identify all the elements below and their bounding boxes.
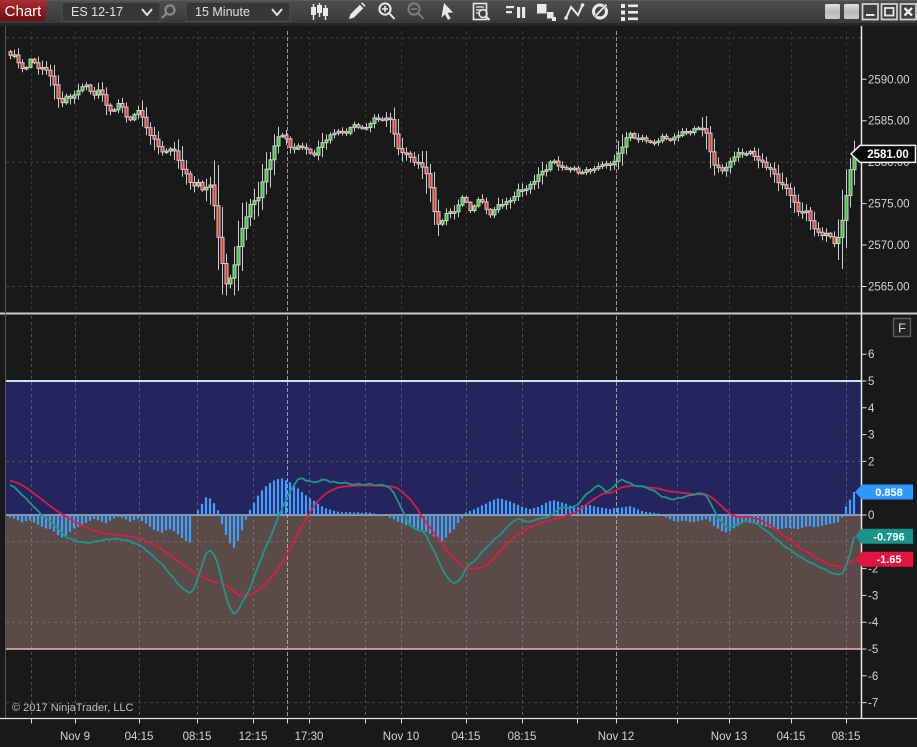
svg-text:-3: -3: [868, 590, 878, 602]
svg-text:17:30: 17:30: [295, 731, 324, 743]
svg-text:-0.796: -0.796: [873, 531, 904, 543]
svg-text:4: 4: [868, 403, 875, 415]
svg-text:08:15: 08:15: [183, 731, 212, 743]
svg-text:2590.00: 2590.00: [868, 74, 910, 86]
svg-text:04:15: 04:15: [452, 731, 481, 743]
svg-text:0: 0: [868, 510, 874, 522]
svg-text:04:15: 04:15: [125, 731, 154, 743]
svg-text:5: 5: [868, 376, 874, 388]
svg-text:© 2017 NinjaTrader, LLC: © 2017 NinjaTrader, LLC: [12, 702, 133, 714]
svg-text:-7: -7: [868, 698, 878, 710]
svg-text:2565.00: 2565.00: [868, 282, 910, 294]
svg-text:-2: -2: [868, 564, 878, 576]
svg-text:Nov 12: Nov 12: [598, 731, 634, 743]
svg-text:F: F: [898, 321, 906, 336]
svg-text:-1.65: -1.65: [876, 554, 901, 566]
svg-text:2581.00: 2581.00: [867, 149, 909, 161]
svg-text:2570.00: 2570.00: [868, 240, 910, 252]
svg-text:Nov 13: Nov 13: [711, 731, 747, 743]
svg-text:2585.00: 2585.00: [868, 116, 910, 128]
svg-text:-4: -4: [868, 617, 879, 629]
svg-text:Nov 10: Nov 10: [383, 731, 419, 743]
svg-text:Chart: Chart: [5, 3, 43, 20]
svg-text:6: 6: [868, 349, 874, 361]
svg-text:-5: -5: [868, 644, 878, 656]
svg-text:15 Minute: 15 Minute: [195, 5, 250, 19]
svg-text:ES 12-17: ES 12-17: [71, 5, 123, 19]
svg-text:2: 2: [868, 456, 874, 468]
svg-text:0.858: 0.858: [875, 487, 903, 499]
svg-text:Nov 9: Nov 9: [60, 731, 90, 743]
svg-text:2575.00: 2575.00: [868, 199, 910, 211]
svg-text:08:15: 08:15: [508, 731, 537, 743]
svg-text:-6: -6: [868, 671, 878, 683]
svg-text:12:15: 12:15: [239, 731, 268, 743]
svg-text:08:15: 08:15: [832, 731, 861, 743]
svg-text:04:15: 04:15: [777, 731, 806, 743]
svg-text:3: 3: [868, 430, 874, 442]
